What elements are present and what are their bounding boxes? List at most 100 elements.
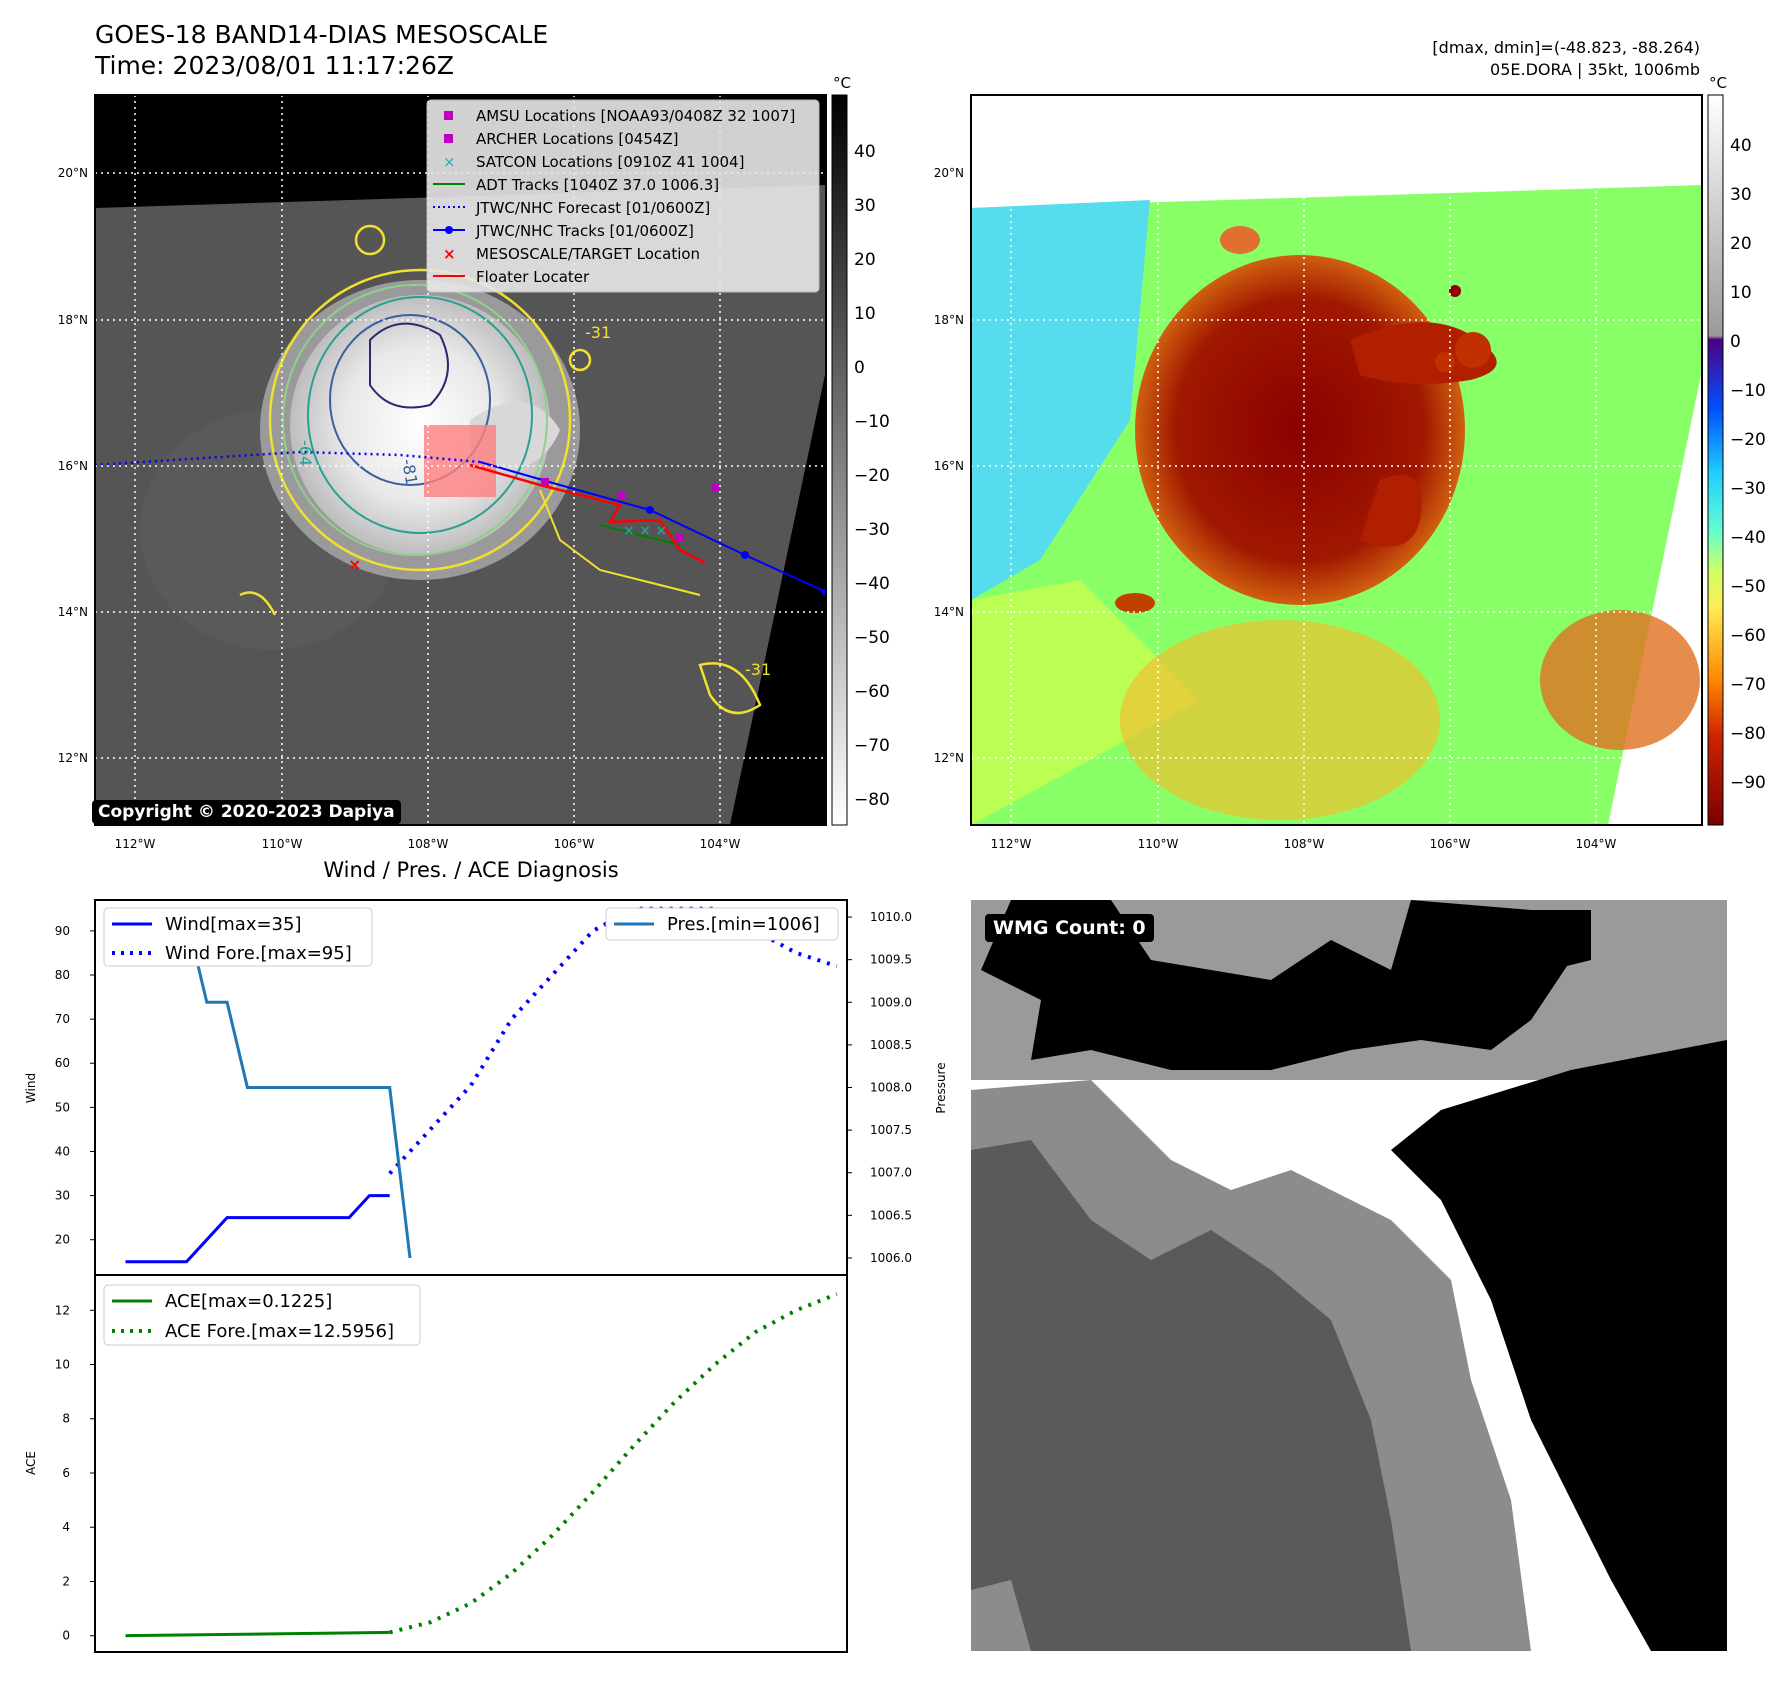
copyright-badge: Copyright © 2020-2023 Dapiya [92, 800, 401, 824]
svg-text:× × ×: × × × [623, 523, 667, 539]
left-map-lat-labels: 20°N 18°N 16°N 14°N 12°N [58, 166, 88, 765]
wind-tick-label: 50 [55, 1100, 70, 1114]
lon-label: 110°W [1138, 837, 1179, 851]
ir-map-left: × × × × [95, 95, 826, 825]
lat-label: 18°N [934, 313, 964, 327]
wind-tick-label: 80 [55, 968, 70, 982]
left-map-lon-labels: 112°W 110°W 108°W 106°W 104°W [115, 837, 741, 851]
wind-series-line [125, 1194, 390, 1264]
gray-colorbar [831, 94, 848, 826]
wind-legend: Wind[max=35] Wind Fore.[max=95] [103, 907, 373, 967]
colorbar-tick: −10 [1730, 381, 1766, 401]
colorbar-tick: −50 [1730, 577, 1766, 597]
color-colorbar-ticks: 40 30 20 10 0 −10 −20 −30 −40 −50 −60 −7… [1730, 136, 1766, 793]
ace-legend: ACE[max=0.1225] ACE Fore.[max=12.5956] [103, 1284, 421, 1346]
contour-label: -31 [745, 660, 771, 679]
lat-label: 14°N [934, 605, 964, 619]
colorbar-tick: −20 [1730, 430, 1766, 450]
pres-tick-label: 1006.0 [870, 1251, 912, 1265]
colorbar-tick: −50 [854, 628, 890, 648]
legend-label: ACE Fore.[max=12.5956] [165, 1321, 394, 1342]
pres-tick-label: 1007.0 [870, 1166, 912, 1180]
colorbar-tick: 40 [1730, 136, 1752, 156]
colorbar-tick: −60 [1730, 626, 1766, 646]
ace-ticks: 12 10 8 6 4 2 0 [55, 1303, 95, 1643]
lat-label: 14°N [58, 605, 88, 619]
legend-label: ARCHER Locations [0454Z] [476, 130, 679, 148]
wind-tick-label: 60 [55, 1056, 70, 1070]
legend-label: AMSU Locations [NOAA93/0408Z 32 1007] [476, 107, 795, 125]
lon-label: 112°W [115, 837, 156, 851]
legend-marker-amsu [444, 111, 453, 120]
wind-ticks: 90 80 70 60 50 40 30 20 [55, 924, 95, 1247]
ace-forecast-series-line [389, 1292, 838, 1635]
lon-label: 104°W [1576, 837, 1617, 851]
lon-label: 106°W [554, 837, 595, 851]
pres-tick-label: 1008.5 [870, 1038, 912, 1052]
colorbar-tick: −10 [854, 412, 890, 432]
lon-label: 108°W [408, 837, 449, 851]
lat-label: 12°N [58, 751, 88, 765]
colorbar-tick: −90 [1730, 773, 1766, 793]
colorbar-tick: −30 [854, 520, 890, 540]
contour-label: -64 [296, 440, 315, 466]
colorbar-tick: 10 [854, 304, 876, 324]
wmg-panel [971, 900, 1727, 1651]
diagnosis-chart: Wind / Pres. / ACE Diagnosis Wind Pressu… [24, 858, 948, 1653]
ace-tick-label: 12 [55, 1303, 70, 1317]
figure-time: Time: 2023/08/01 11:17:26Z [95, 51, 454, 80]
wind-axis-label: Wind [24, 1073, 38, 1103]
colorbar-tick: −30 [1730, 479, 1766, 499]
colorbar-tick: −60 [854, 682, 890, 702]
legend-label: SATCON Locations [0910Z 41 1004] [476, 153, 744, 171]
figure-title: GOES-18 BAND14-DIAS MESOSCALE [95, 20, 549, 49]
colorbar-tick: 0 [854, 358, 865, 378]
colorbar-unit: °C [833, 74, 851, 92]
ace-tick-label: 2 [62, 1574, 70, 1588]
colorbar-tick: 30 [1730, 185, 1752, 205]
colorbar-tick: −40 [854, 574, 890, 594]
colorbar-tick: −80 [1730, 724, 1766, 744]
pres-tick-label: 1010.0 [870, 910, 912, 924]
colorbar-tick: 10 [1730, 283, 1752, 303]
pres-tick-label: 1006.5 [870, 1208, 912, 1222]
ace-series-line [125, 1630, 390, 1638]
pres-tick-label: 1007.5 [870, 1123, 912, 1137]
lon-label: 106°W [1430, 837, 1471, 851]
lat-label: 20°N [58, 166, 88, 180]
wind-tick-label: 30 [55, 1189, 70, 1203]
colorbar-tick: −20 [854, 466, 890, 486]
ace-tick-label: 6 [62, 1466, 70, 1480]
lat-label: 20°N [934, 166, 964, 180]
diagnosis-title: Wind / Pres. / ACE Diagnosis [323, 858, 618, 882]
pressure-ticks: 1010.0 1009.5 1009.0 1008.5 1008.0 1007.5 1007… [847, 910, 912, 1265]
legend-label: Floater Locater [476, 268, 590, 286]
ace-tick-label: 8 [62, 1412, 70, 1426]
colorbar-tick: 20 [1730, 234, 1752, 254]
lon-label: 104°W [700, 837, 741, 851]
ace-tick-label: 10 [55, 1358, 70, 1372]
contour-label: -81 [398, 457, 421, 486]
colorbar-tick: −40 [1730, 528, 1766, 548]
color-colorbar [1707, 94, 1724, 826]
colorbar-tick: 40 [854, 142, 876, 162]
colored-map-right [971, 95, 1702, 825]
legend-label: Pres.[min=1006] [667, 914, 820, 935]
dmax-dmin-text: [dmax, dmin]=(-48.823, -88.264) [1432, 38, 1700, 57]
legend-label: Wind[max=35] [165, 914, 302, 935]
wmg-count-badge: WMG Count: 0 [985, 914, 1154, 942]
pressure-axis-label: Pressure [934, 1062, 948, 1113]
legend-label: ADT Tracks [1040Z 37.0 1006.3] [476, 176, 719, 194]
pressure-legend: Pres.[min=1006] [605, 907, 839, 941]
legend-label: ACE[max=0.1225] [165, 1291, 332, 1312]
colorbar-tick: −70 [1730, 675, 1766, 695]
svg-text:×: × [348, 555, 361, 574]
gray-colorbar-ticks: 40 30 20 10 0 −10 −20 −30 −40 −50 −60 −7… [854, 142, 890, 810]
colorbar-tick: 20 [854, 250, 876, 270]
wind-tick-label: 90 [55, 924, 70, 938]
map-legend: × × AMSU Locations [NOAA93/0408Z 32 1007… [433, 107, 795, 286]
colorbar-tick: 0 [1730, 332, 1741, 352]
colorbar-unit: °C [1709, 74, 1727, 92]
legend-marker-tracks-dot [445, 226, 453, 234]
lat-label: 16°N [58, 459, 88, 473]
